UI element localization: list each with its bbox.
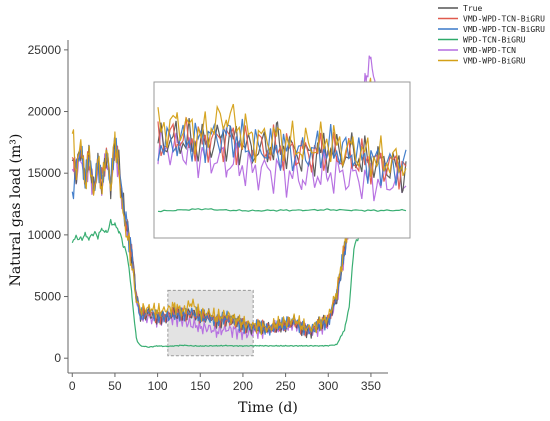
legend-label: VMD-WPD-TCN [463, 46, 516, 55]
inset-series-line [157, 103, 407, 177]
legend-label: WPD-TCN-BiGRU [463, 36, 526, 45]
y-tick-label: 20000 [28, 105, 62, 119]
series-layer [71, 55, 381, 348]
zoom-inset [153, 81, 411, 239]
y-tick-label: 25000 [28, 43, 62, 57]
y-axis-title: Natural gas load (m³) [8, 134, 24, 287]
x-tick-label: 100 [148, 379, 168, 393]
inset-series-line [157, 208, 407, 213]
series-line [71, 77, 381, 336]
legend-label: VMD-WPD-TCN-BiGRU [463, 25, 545, 34]
x-tick-label: 0 [69, 379, 76, 393]
x-tick-label: 300 [318, 379, 338, 393]
y-axis-ticks: 0 5000 10000 15000 20000 25000 [28, 43, 68, 365]
y-tick-label: 15000 [28, 166, 62, 180]
y-tick-label: 10000 [28, 228, 62, 242]
x-tick-label: 350 [361, 379, 381, 393]
inset-series-line [157, 118, 407, 186]
x-tick-label: 50 [108, 379, 122, 393]
inset-series-line [157, 126, 407, 202]
zoom-inset-series [157, 103, 407, 213]
x-axis-ticks: 0 50 100 150 200 250 300 350 [69, 373, 381, 393]
legend-label: VMD-WPD-TCN-BiGRU [463, 15, 545, 24]
legend-label: VMD-WPD-BiGRU [463, 57, 526, 66]
x-tick-label: 250 [276, 379, 296, 393]
x-tick-label: 150 [190, 379, 210, 393]
series-line [71, 197, 381, 348]
y-tick-label: 0 [54, 351, 61, 365]
legend-label: True [463, 4, 482, 13]
x-tick-label: 200 [233, 379, 253, 393]
x-axis-title: Time (d) [238, 400, 298, 416]
y-tick-label: 5000 [34, 290, 61, 304]
